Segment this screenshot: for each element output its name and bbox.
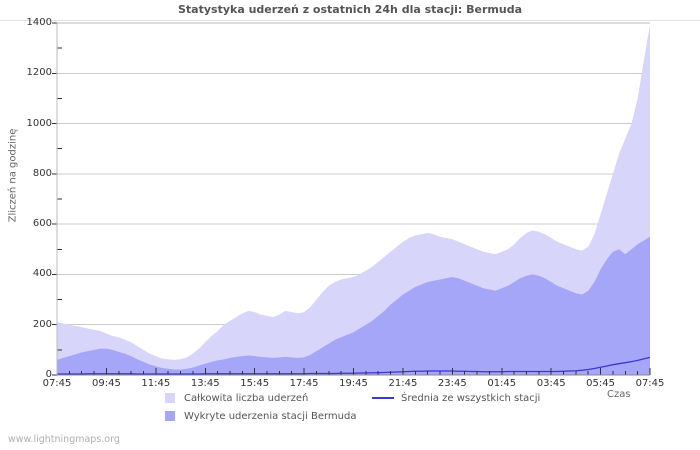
y-tick-label: 1000 [26,117,52,129]
y-tick-label: 0 [45,369,52,380]
y-tick-label: 600 [32,218,52,230]
x-tick-label: 21:45 [388,378,418,389]
series-areas [57,24,650,375]
x-tick-label: 03:45 [536,378,566,389]
legend-label: Całkowita liczba uderzeń [184,392,309,404]
y-tick-label: 800 [32,167,52,179]
footer-watermark: www.lightningmaps.org [8,434,120,445]
legend-line-icon [372,397,394,399]
y-tick-label: 1400 [26,17,52,28]
x-tick-label: 01:45 [487,378,517,389]
chart-title: Statystyka uderzeń z ostatnich 24h dla s… [178,3,522,16]
legend-label: Wykryte uderzenia stacji Bermuda [184,410,357,422]
y-tick-label: 200 [32,318,52,330]
legend-item[interactable]: Całkowita liczba uderzeń [165,391,308,405]
legend-swatch-icon [165,393,175,403]
axis-ticks [52,22,651,376]
chart-legend: Całkowita liczba uderzeń Wykryte uderzeni… [0,391,700,427]
x-tick-label: 15:45 [240,378,270,389]
x-tick-label: 07:45 [635,378,665,389]
legend-swatch-icon [165,411,175,421]
plot-frame [56,22,650,376]
legend-item[interactable]: Wykryte uderzenia stacji Bermuda [165,409,356,423]
x-tick-label: 17:45 [289,378,319,389]
y-tick-label: 1200 [26,67,52,79]
y-tick-label: 400 [32,268,52,280]
x-tick-label: 07:45 [42,378,72,389]
x-tick-label: 13:45 [190,378,220,389]
x-tick-label: 11:45 [141,378,171,389]
legend-label: Średnia ze wszystkich stacji [401,392,541,404]
x-tick-label: 09:45 [91,378,121,389]
title-divider [0,20,700,21]
legend-item[interactable]: Średnia ze wszystkich stacji [372,391,541,405]
x-tick-label: 19:45 [339,378,368,389]
x-tick-label: 23:45 [437,378,467,389]
x-tick-label: 05:45 [586,378,615,389]
x-axis-label: Czas [607,389,631,400]
